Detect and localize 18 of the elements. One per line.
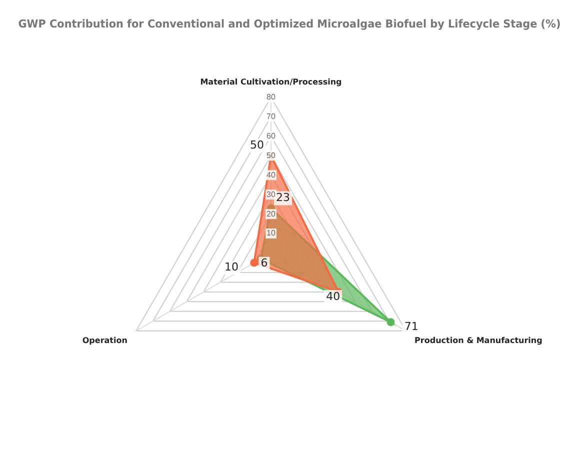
data-label: 23 xyxy=(276,191,290,204)
spoke-label: Operation xyxy=(82,336,128,345)
y-tick-label: 80 xyxy=(266,92,276,102)
y-tick-label: 40 xyxy=(266,170,276,180)
y-tick-label: 50 xyxy=(266,150,276,160)
data-label: 10 xyxy=(224,260,238,274)
y-tick-label: 10 xyxy=(266,228,276,238)
y-tick-label: 30 xyxy=(266,190,276,199)
y-tick-label: 20 xyxy=(266,209,276,218)
spoke-label: Production & Manufacturing xyxy=(414,336,543,345)
data-label: 40 xyxy=(326,290,340,303)
y-tick-label: 70 xyxy=(266,112,276,121)
spoke-label: Material Cultivation/Processing xyxy=(200,78,342,87)
data-label: 6 xyxy=(260,256,268,270)
chart-title: GWP Contribution for Conventional and Optimized Microalgae Biofuel by Lifecycle Stage (%) xyxy=(18,17,561,31)
data-label: 50 xyxy=(250,138,264,152)
data-label: 71 xyxy=(404,320,418,333)
y-tick-label: 60 xyxy=(266,131,276,140)
